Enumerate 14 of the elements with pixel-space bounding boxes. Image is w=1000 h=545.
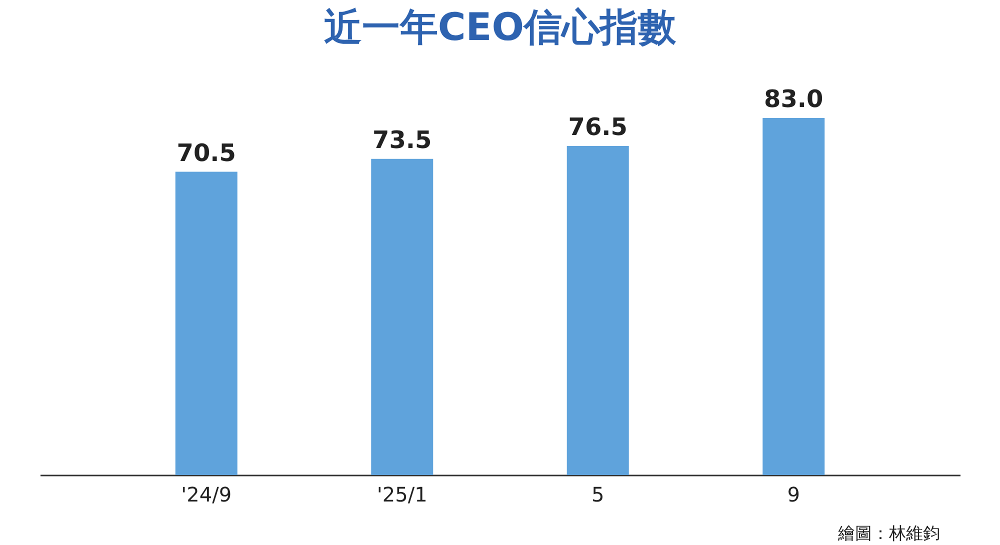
x-tick-label: 9: [787, 482, 800, 506]
data-label: 76.5: [568, 112, 628, 141]
bar: [175, 172, 238, 475]
x-tick-label: '25/1: [376, 482, 428, 506]
data-label: 83.0: [764, 85, 824, 113]
data-label: 73.5: [372, 126, 432, 154]
x-tick-label: 5: [592, 482, 604, 506]
chart-title: 近一年CEO信心指數: [324, 5, 678, 49]
bar: [371, 158, 434, 475]
text: 繪圖：林維鈞: [837, 524, 940, 544]
bar: [762, 118, 825, 475]
data-label: 70.5: [176, 138, 236, 167]
x-tick-label: '24/9: [181, 482, 232, 506]
bar: [566, 146, 629, 475]
